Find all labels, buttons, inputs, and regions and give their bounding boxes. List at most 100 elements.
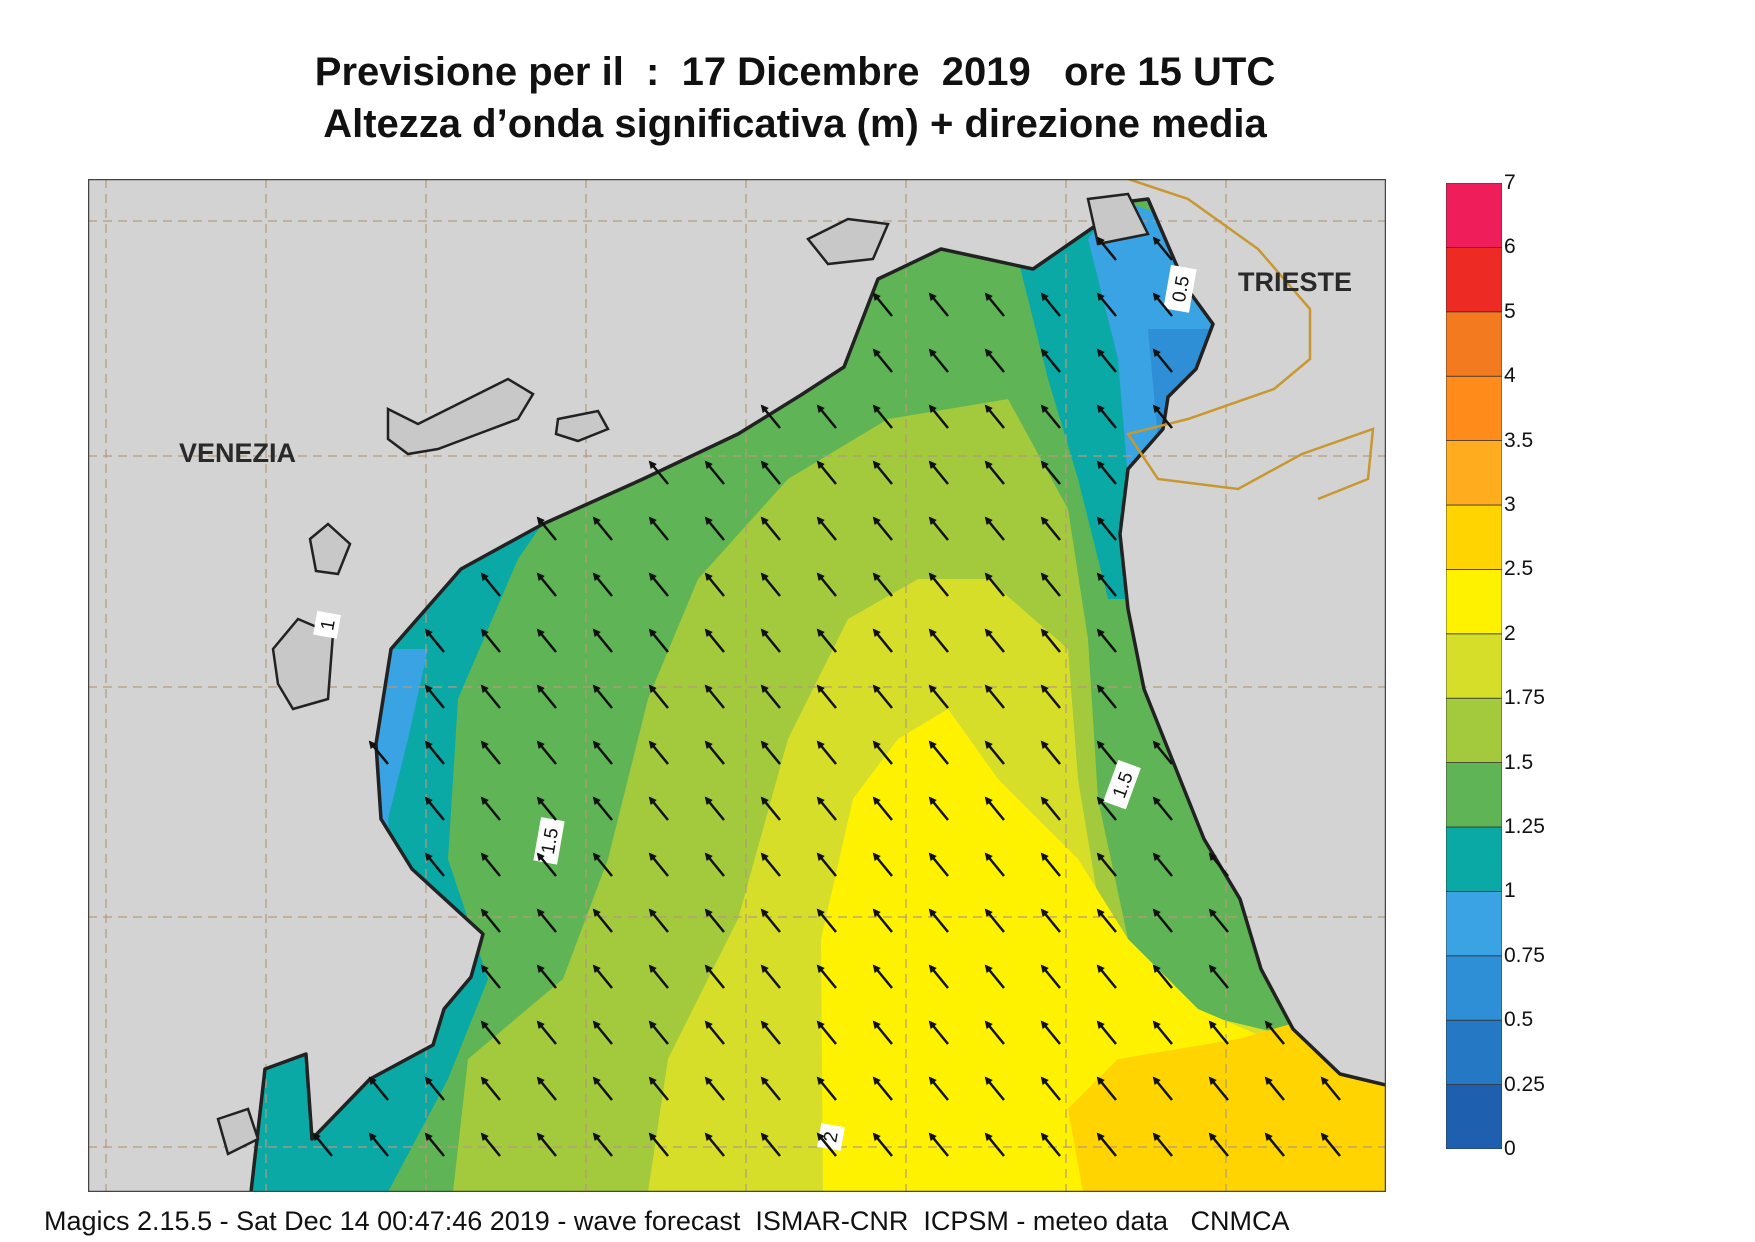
legend-level-label: 3.5 (1504, 428, 1534, 452)
wave-arrow (872, 796, 893, 821)
legend-swatch (1446, 955, 1502, 1021)
wave-arrow (1152, 348, 1173, 373)
wave-arrow (648, 796, 669, 821)
legend-swatch (1446, 440, 1502, 506)
wave-arrow (536, 740, 557, 765)
wave-arrow (536, 1076, 557, 1101)
wave-arrow (592, 740, 613, 765)
wave-arrow (928, 1076, 949, 1101)
wave-arrow (984, 292, 1005, 317)
wave-arrow (928, 516, 949, 541)
wave-arrow (928, 1020, 949, 1045)
map-subtitle: Altezza d’onda significativa (m) + direz… (323, 102, 1267, 146)
wave-arrow (1040, 460, 1061, 485)
legend-level-label: 5 (1504, 299, 1516, 323)
legend-level-label: 2.5 (1504, 557, 1534, 581)
wave-arrow (1320, 1132, 1341, 1157)
legend-level-label: 6 (1504, 235, 1516, 259)
wave-arrow (536, 684, 557, 709)
wave-arrow (1096, 852, 1117, 877)
legend-swatch (1446, 247, 1502, 313)
wave-arrow (760, 796, 781, 821)
wave-arrow (984, 628, 1005, 653)
wave-arrow (1208, 1020, 1229, 1045)
wave-arrow (984, 740, 1005, 765)
wave-arrow (872, 908, 893, 933)
wave-arrow (984, 1132, 1005, 1157)
wave-arrow (648, 684, 669, 709)
wave-arrow (648, 908, 669, 933)
wave-arrow (760, 852, 781, 877)
wave-arrow (928, 908, 949, 933)
wave-arrow (1040, 404, 1061, 429)
wave-arrow (872, 404, 893, 429)
wave-arrow (928, 572, 949, 597)
wave-arrow (760, 1020, 781, 1045)
wave-arrow (928, 684, 949, 709)
wave-arrow (872, 1020, 893, 1045)
wave-arrow (984, 572, 1005, 597)
wave-arrow (648, 516, 669, 541)
wave-arrow (1040, 908, 1061, 933)
wave-arrow (816, 908, 837, 933)
wave-arrow (816, 796, 837, 821)
wave-arrow (1096, 908, 1117, 933)
wave-arrow (1208, 1076, 1229, 1101)
wave-arrow (984, 908, 1005, 933)
contour-label-0-5: 0.5 (1163, 264, 1197, 313)
wave-arrow (480, 908, 501, 933)
wave-arrow (480, 796, 501, 821)
legend-level-label: 2 (1504, 621, 1516, 645)
wave-arrow (872, 516, 893, 541)
wave-arrow (984, 852, 1005, 877)
wave-arrow (1208, 852, 1229, 877)
place-label-trieste: TRIESTE (1238, 267, 1352, 297)
svg-text:1.5: 1.5 (538, 826, 563, 856)
lat-lon-grid (88, 179, 1386, 1192)
contour-label-1-5-west: 1.5 (533, 817, 565, 865)
wave-arrow (872, 740, 893, 765)
wave-arrow (1040, 348, 1061, 373)
wave-arrow (1096, 572, 1117, 597)
wave-arrow (760, 964, 781, 989)
wave-arrow (1096, 1076, 1117, 1101)
wave-arrow (872, 572, 893, 597)
wave-arrow (928, 964, 949, 989)
wave-arrow (1040, 1132, 1061, 1157)
svg-text:1: 1 (317, 618, 340, 632)
wave-arrow (1152, 1020, 1173, 1045)
wave-arrow (704, 1132, 725, 1157)
wave-arrow (1208, 964, 1229, 989)
wave-arrow (648, 964, 669, 989)
legend-level-label: 1.5 (1504, 750, 1534, 774)
wave-arrow (1040, 572, 1061, 597)
wave-arrow (760, 572, 781, 597)
wave-arrow (368, 1132, 389, 1157)
wave-arrow (536, 628, 557, 653)
wave-arrow (1264, 1132, 1285, 1157)
wave-arrow (592, 516, 613, 541)
legend-level-label: 1 (1504, 879, 1516, 903)
wave-arrow (816, 1076, 837, 1101)
wave-arrow (816, 1132, 837, 1157)
wave-arrow (536, 1020, 557, 1045)
wave-arrow (928, 628, 949, 653)
wave-arrow (1152, 964, 1173, 989)
wave-arrow (984, 684, 1005, 709)
wave-arrow (480, 964, 501, 989)
wave-arrow (872, 292, 893, 317)
wave-arrow (928, 404, 949, 429)
wave-arrow (1040, 628, 1061, 653)
wave-arrow (984, 404, 1005, 429)
legend-swatch (1446, 1019, 1502, 1086)
wave-arrow (1152, 292, 1173, 317)
wave-arrow (1096, 964, 1117, 989)
wave-arrow (816, 852, 837, 877)
wave-arrow (1096, 404, 1117, 429)
wave-arrow (872, 1076, 893, 1101)
wave-arrow (536, 908, 557, 933)
wave-arrow (872, 852, 893, 877)
wave-arrow (704, 684, 725, 709)
wave-arrow (648, 460, 669, 485)
wave-arrow (816, 404, 837, 429)
